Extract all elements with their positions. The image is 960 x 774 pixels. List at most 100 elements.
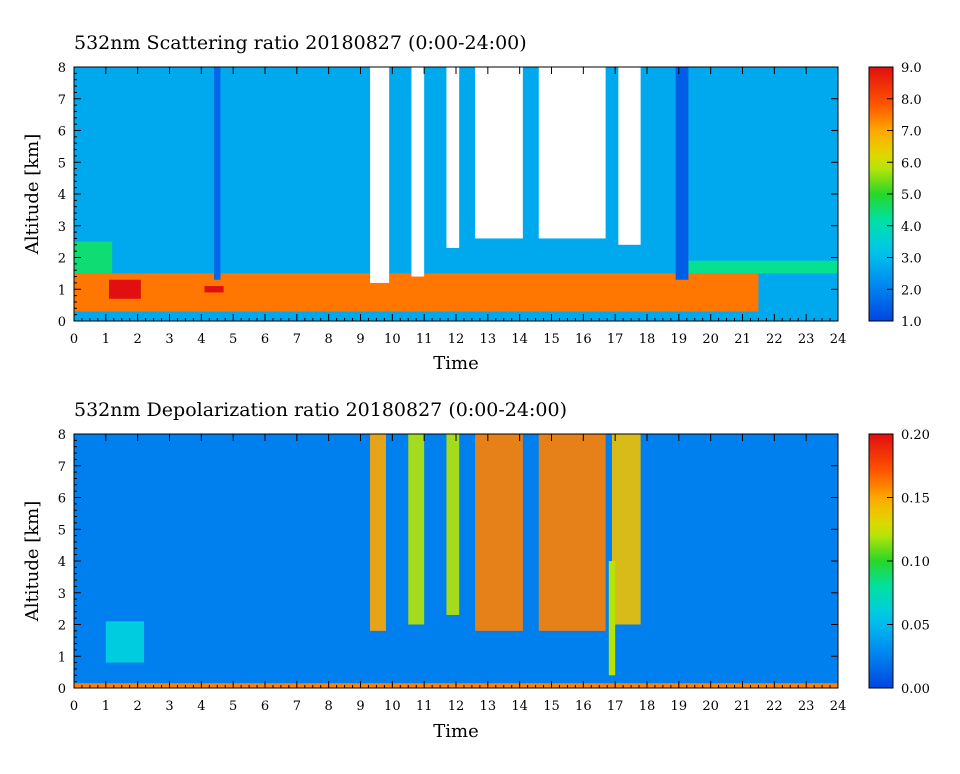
scattering-cloud-saturated <box>204 286 224 293</box>
x-tick-label: 9 <box>356 699 364 714</box>
x-tick-label: 13 <box>480 332 497 347</box>
y-tick-label: 1 <box>58 650 66 665</box>
colorbar-tick-label: 0.15 <box>901 492 930 507</box>
x-tick-label: 24 <box>830 332 847 347</box>
x-tick-label: 13 <box>480 699 497 714</box>
x-tick-label: 10 <box>384 699 401 714</box>
x-tick-label: 23 <box>798 699 815 714</box>
x-tick-label: 20 <box>702 332 719 347</box>
x-tick-label: 21 <box>734 699 751 714</box>
scattering-plot-area <box>74 67 838 321</box>
x-tick-label: 12 <box>448 332 465 347</box>
x-tick-label: 2 <box>134 699 142 714</box>
x-tick-label: 14 <box>511 699 528 714</box>
scattering-no-data <box>411 67 425 277</box>
y-tick-label: 2 <box>58 619 66 634</box>
y-tick-label: 4 <box>58 188 66 203</box>
y-tick-label: 8 <box>58 428 66 443</box>
scattering-x-axis-label: Time <box>433 353 478 374</box>
x-tick-label: 19 <box>671 699 688 714</box>
x-tick-label: 15 <box>543 699 560 714</box>
x-tick-label: 15 <box>543 332 560 347</box>
x-tick-label: 5 <box>229 332 237 347</box>
depol-noisy-high-depol <box>446 434 460 615</box>
y-tick-label: 0 <box>58 315 66 330</box>
colorbar-tick-label: 0.10 <box>901 555 930 570</box>
depol-noisy-high-depol <box>408 434 425 625</box>
x-tick-label: 23 <box>798 332 815 347</box>
scattering-chart-title: 532nm Scattering ratio 20180827 (0:00-24… <box>74 32 527 54</box>
depolarization-colorbar: 0.00 0.05 0.10 0.15 0.20 <box>868 428 930 697</box>
x-tick-label: 5 <box>229 699 237 714</box>
colorbar-tick-label: 0.20 <box>901 428 930 443</box>
x-tick-label: 11 <box>416 699 433 714</box>
x-tick-label: 9 <box>356 332 364 347</box>
colorbar-tick-label: 0.00 <box>901 682 930 697</box>
x-tick-label: 3 <box>165 332 173 347</box>
x-tick-label: 22 <box>766 699 783 714</box>
colorbar-tick-label: 7.0 <box>901 125 922 140</box>
x-tick-label: 19 <box>671 332 688 347</box>
depolarization-chart-title: 532nm Depolarization ratio 20180827 (0:0… <box>74 399 567 421</box>
x-tick-label: 7 <box>293 699 301 714</box>
depolarization-y-ticks: 0 1 2 3 4 5 6 7 8 <box>58 428 838 697</box>
scattering-y-axis-label: Altitude [km] <box>22 134 43 256</box>
x-tick-label: 7 <box>293 332 301 347</box>
scattering-low-value-band <box>214 67 221 280</box>
x-tick-label: 24 <box>830 699 847 714</box>
x-tick-label: 17 <box>607 699 624 714</box>
y-tick-label: 0 <box>58 682 66 697</box>
depol-noisy-high-depol <box>475 434 523 631</box>
scattering-no-data <box>538 67 606 239</box>
x-tick-label: 4 <box>197 699 205 714</box>
y-tick-label: 4 <box>58 555 66 570</box>
depol-noisy-high-depol <box>611 434 641 625</box>
x-tick-label: 16 <box>575 332 592 347</box>
depol-noisy-high-depol <box>370 434 386 631</box>
scattering-no-data <box>446 67 460 248</box>
scattering-x-ticks: 0 1 2 3 4 5 6 7 8 9 10 11 12 13 14 15 16 17 18 19 20 21 22 23 24 <box>70 67 846 347</box>
scattering-no-data <box>475 67 523 239</box>
x-tick-label: 8 <box>325 699 333 714</box>
y-tick-label: 7 <box>58 93 66 108</box>
scattering-no-data <box>370 67 390 283</box>
x-tick-label: 12 <box>448 699 465 714</box>
depolarization-ratio-panel: 532nm Depolarization ratio 20180827 (0:0… <box>22 399 930 742</box>
x-tick-label: 3 <box>165 699 173 714</box>
colorbar-tick-label: 0.05 <box>901 619 930 634</box>
x-tick-label: 6 <box>261 699 269 714</box>
depol-ice-column <box>608 561 616 676</box>
y-tick-label: 3 <box>58 587 66 602</box>
x-tick-label: 0 <box>70 699 78 714</box>
scattering-aerosol-top <box>688 260 838 274</box>
x-tick-label: 1 <box>102 699 110 714</box>
x-tick-label: 8 <box>325 332 333 347</box>
y-tick-label: 3 <box>58 220 66 235</box>
scattering-aerosol-layer <box>74 273 759 312</box>
colorbar-tick-label: 1.0 <box>901 315 922 330</box>
colorbar-tick-label: 3.0 <box>901 252 922 267</box>
x-tick-label: 14 <box>511 332 528 347</box>
y-tick-label: 6 <box>58 125 66 140</box>
x-tick-label: 21 <box>734 332 751 347</box>
x-tick-label: 16 <box>575 699 592 714</box>
x-tick-label: 0 <box>70 332 78 347</box>
colorbar-tick-label: 9.0 <box>901 61 922 76</box>
colorbar-tick-label: 2.0 <box>901 283 922 298</box>
scattering-colorbar: 1.0 2.0 3.0 4.0 5.0 6.0 7.0 8.0 9.0 <box>868 61 922 330</box>
colorbar-tick-label: 8.0 <box>901 93 922 108</box>
y-tick-label: 5 <box>58 523 66 538</box>
colorbar-tick-label: 5.0 <box>901 188 922 203</box>
depolarization-plot-area <box>74 434 838 688</box>
x-tick-label: 22 <box>766 332 783 347</box>
depol-noisy-high-depol <box>538 434 606 631</box>
y-tick-label: 7 <box>58 460 66 475</box>
x-tick-label: 1 <box>102 332 110 347</box>
x-tick-label: 2 <box>134 332 142 347</box>
x-tick-label: 17 <box>607 332 624 347</box>
x-tick-label: 4 <box>197 332 205 347</box>
scattering-low-value-band <box>675 67 689 280</box>
y-tick-label: 1 <box>58 283 66 298</box>
